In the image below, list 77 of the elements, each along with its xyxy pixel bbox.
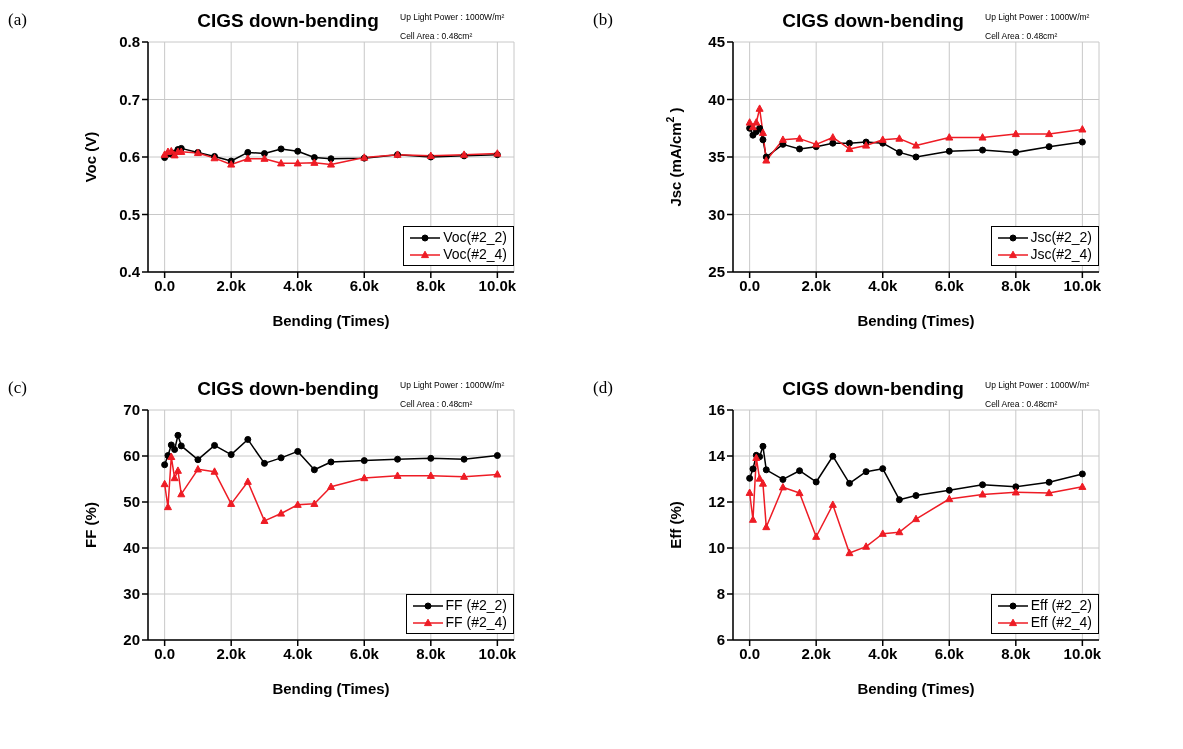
x-tick-label: 8.0k: [1001, 276, 1032, 294]
text: Cell Area : 0.48cm²: [985, 399, 1058, 409]
x-axis-title: Bending (Times): [272, 680, 390, 697]
legend-label: Eff (#2_4): [1030, 614, 1092, 631]
y-tick-label: 25: [708, 263, 725, 281]
x-tick-label: 4.0k: [868, 276, 898, 294]
y-tick-label: 35: [708, 148, 725, 166]
y-tick-label: 12: [708, 493, 725, 511]
x-tick-label: 0.0: [154, 276, 176, 294]
text: Up Light Power : 1000W/m²: [985, 12, 1090, 22]
legend-label: FF (#2_2): [445, 597, 507, 614]
text: (d): [593, 378, 613, 398]
y-tick-label: 0.6: [119, 148, 140, 166]
y-tick-label: 60: [123, 447, 140, 465]
x-tick-label: 10.0k: [1063, 644, 1102, 662]
chart-title: CIGS down-bending: [781, 378, 965, 400]
y-tick-label: 40: [123, 539, 140, 557]
y-tick-label: 50: [123, 493, 140, 511]
y-tick-label: 14: [708, 447, 726, 465]
text: Cell Area : 0.48cm²: [400, 399, 473, 409]
x-tick-label: 6.0k: [349, 644, 380, 662]
text: Up Light Power : 1000W/m²: [400, 12, 505, 22]
y-tick-label: 45: [708, 33, 725, 51]
x-tick-label: 6.0k: [934, 644, 965, 662]
y-tick-label: 8: [716, 585, 725, 603]
chart-title: CIGS down-bending: [781, 10, 965, 32]
chart-title: CIGS down-bending: [196, 10, 380, 32]
y-axis-title: Voc (V): [81, 131, 99, 183]
legend-label: Jsc(#2_4): [1030, 246, 1092, 263]
text: Up Light Power : 1000W/m²: [985, 380, 1090, 390]
y-tick-label: 10: [708, 539, 725, 557]
y-tick-label: 0.4: [119, 263, 141, 281]
x-tick-label: 8.0k: [416, 276, 447, 294]
x-tick-label: 10.0k: [478, 276, 517, 294]
y-tick-label: 40: [708, 90, 725, 108]
x-tick-label: 4.0k: [868, 644, 898, 662]
legend-label: Voc(#2_2): [443, 229, 507, 246]
y-tick-label: 20: [123, 631, 140, 649]
legend-label: Voc(#2_4): [443, 246, 507, 263]
x-tick-label: 8.0k: [1001, 644, 1032, 662]
x-tick-label: 6.0k: [349, 276, 380, 294]
x-tick-label: 4.0k: [283, 276, 313, 294]
legend-label: FF (#2_4): [445, 614, 507, 631]
y-tick-label: 0.8: [119, 33, 140, 51]
text: Cell Area : 0.48cm²: [985, 31, 1058, 41]
y-axis-title: Eff (%): [666, 501, 684, 549]
y-tick-label: 30: [123, 585, 140, 603]
text: (b): [593, 10, 613, 30]
x-tick-label: 6.0k: [934, 276, 965, 294]
x-tick-label: 0.0: [739, 644, 761, 662]
legend-label: Eff (#2_2): [1030, 597, 1092, 614]
y-tick-label: 16: [708, 401, 725, 419]
x-tick-label: 2.0k: [216, 276, 247, 294]
y-tick-label: 0.5: [119, 205, 140, 223]
y-axis-title: FF (%): [81, 502, 99, 548]
text: Up Light Power : 1000W/m²: [400, 380, 505, 390]
x-tick-label: 0.0: [154, 644, 176, 662]
x-axis-title: Bending (Times): [857, 312, 975, 329]
x-axis-title: Bending (Times): [272, 312, 390, 329]
text: (c): [8, 378, 27, 398]
x-tick-label: 2.0k: [801, 276, 832, 294]
y-tick-label: 6: [716, 631, 725, 649]
y-tick-label: 30: [708, 205, 725, 223]
legend-label: Jsc(#2_2): [1030, 229, 1092, 246]
x-tick-label: 0.0: [739, 276, 761, 294]
x-tick-label: 8.0k: [416, 644, 447, 662]
x-tick-label: 10.0k: [1063, 276, 1102, 294]
chart-title: CIGS down-bending: [196, 378, 380, 400]
y-tick-label: 70: [123, 401, 140, 419]
y-tick-label: 0.7: [119, 90, 140, 108]
text: (a): [8, 10, 27, 30]
x-tick-label: 4.0k: [283, 644, 313, 662]
x-axis-title: Bending (Times): [857, 680, 975, 697]
x-tick-label: 2.0k: [801, 644, 832, 662]
text: Cell Area : 0.48cm²: [400, 31, 473, 41]
x-tick-label: 2.0k: [216, 644, 247, 662]
x-tick-label: 10.0k: [478, 644, 517, 662]
